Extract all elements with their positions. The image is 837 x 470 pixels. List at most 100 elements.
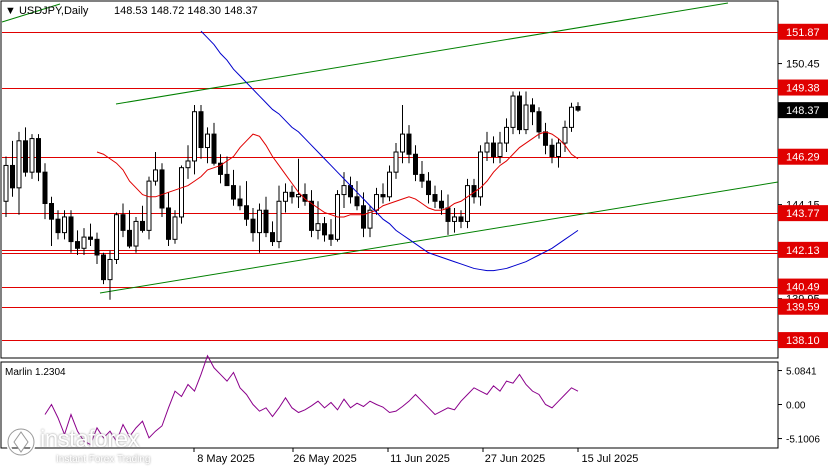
- candle-body: [250, 218, 256, 234]
- candle-body: [400, 133, 405, 153]
- candle-body: [146, 180, 152, 231]
- candle-body: [257, 209, 262, 234]
- candle-body: [562, 126, 568, 144]
- candle-body: [491, 142, 496, 157]
- candle-body: [458, 216, 464, 222]
- channel-line-upper: [115, 2, 729, 105]
- level-price-label: 151.87: [786, 27, 820, 39]
- candle-body: [127, 229, 132, 247]
- level-price-label: 149.38: [786, 83, 820, 95]
- logo-name: instaforex: [40, 426, 140, 453]
- time-axis-label: 8 May 2025: [197, 453, 254, 465]
- indicator-axis-label: 5.0841: [786, 367, 817, 378]
- candle-body: [497, 142, 503, 157]
- time-axis-label: 27 Jun 2025: [485, 453, 546, 465]
- current-price-box: [778, 102, 828, 119]
- indicator-axis-label: 0.00: [786, 401, 806, 412]
- price-axis-label: 150.45: [786, 59, 820, 71]
- candle-body: [504, 126, 509, 144]
- level-price-box: [778, 278, 828, 295]
- candle-body: [374, 194, 379, 211]
- oscillator-line: [44, 354, 579, 446]
- candle-body: [133, 220, 139, 247]
- candle-body: [49, 203, 54, 220]
- candle-body: [426, 180, 431, 196]
- candle-body: [107, 258, 113, 281]
- candle-body: [296, 194, 301, 198]
- candle-body: [140, 220, 145, 231]
- candle-body: [432, 194, 438, 202]
- candle-body: [224, 173, 230, 187]
- candle-body: [341, 185, 347, 196]
- candle-body: [205, 133, 210, 149]
- candle-body: [510, 95, 516, 128]
- candle-body: [81, 236, 87, 249]
- logo-tagline: Instant Forex Trading: [56, 454, 151, 465]
- candle-body: [445, 207, 451, 222]
- candle-body: [328, 234, 334, 240]
- candle-body: [231, 185, 236, 200]
- candle-body: [523, 104, 529, 131]
- candle-body: [114, 214, 119, 260]
- main-plot-frame: [0, 0, 779, 359]
- candle-body: [406, 133, 412, 155]
- candle-body: [16, 140, 22, 189]
- candle-body: [94, 238, 100, 256]
- indicator-axis-label: -5.1006: [786, 435, 820, 446]
- candle-body: [530, 104, 535, 113]
- candle-body: [361, 205, 366, 229]
- candle-body: [556, 142, 561, 157]
- candle-body: [62, 216, 67, 234]
- candle-body: [452, 216, 457, 222]
- level-price-box: [778, 148, 828, 165]
- candle-body: [354, 196, 360, 207]
- level-price-box: [778, 23, 828, 40]
- level-price-box: [778, 332, 828, 349]
- level-price-box: [778, 79, 828, 96]
- candle-body: [198, 111, 204, 149]
- current-price-label: 148.37: [786, 105, 820, 117]
- candle-body: [393, 151, 399, 173]
- chart-ohlc: 148.53 148.72 148.30 148.37: [114, 5, 258, 17]
- candle-body: [120, 214, 126, 231]
- level-price-label: 143.77: [786, 208, 820, 220]
- candle-body: [29, 138, 35, 173]
- indicator-label: Marlin 1.2304: [5, 367, 66, 378]
- level-price-box: [778, 298, 828, 315]
- candle-body: [484, 142, 490, 153]
- chart-symbol: ▼ USDJPY,Daily: [5, 5, 89, 17]
- candle-body: [153, 169, 158, 182]
- candle-body: [23, 140, 28, 173]
- candle-body: [218, 162, 223, 175]
- candle-body: [42, 171, 48, 205]
- candle-body: [575, 106, 581, 111]
- candle-body: [413, 153, 418, 175]
- level-price-label: 138.10: [786, 335, 820, 347]
- candle-body: [185, 160, 191, 169]
- candle-body: [419, 173, 425, 182]
- candle-body: [465, 185, 470, 222]
- level-price-label: 140.49: [786, 282, 820, 294]
- level-price-label: 142.13: [786, 245, 820, 257]
- candle-body: [88, 236, 93, 240]
- channel-line-lower: [99, 181, 779, 294]
- candle-body: [211, 133, 217, 164]
- candle-body: [75, 241, 80, 249]
- candle-body: [276, 200, 282, 243]
- level-price-label: 146.29: [786, 152, 820, 164]
- time-axis-label: 15 Jul 2025: [582, 453, 639, 465]
- candle-body: [322, 223, 327, 236]
- candle-body: [283, 191, 288, 202]
- moving-average-fast: [96, 131, 579, 218]
- candle-body: [387, 171, 392, 198]
- candle-body: [536, 111, 542, 133]
- instaforex-logo: instaforex Instant Forex Trading: [6, 424, 174, 468]
- candle-body: [309, 200, 314, 231]
- candle-body: [380, 194, 386, 198]
- candle-body: [166, 207, 171, 240]
- candle-body: [3, 164, 9, 202]
- candle-body: [569, 106, 574, 128]
- channel-line-extra: [1, 3, 61, 23]
- instaforex-logo-icon: [6, 427, 36, 457]
